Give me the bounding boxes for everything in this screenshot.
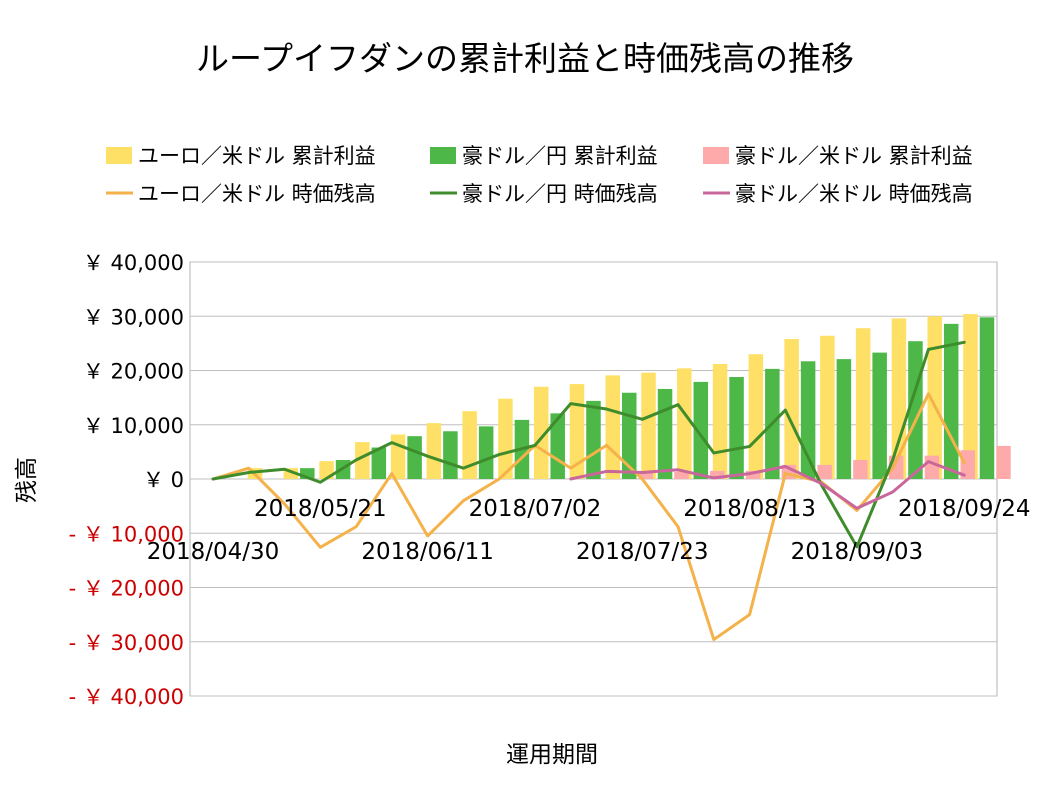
bar [300,468,315,479]
bar [641,372,656,479]
y-tick-label: ￥ 40,000 [83,251,184,275]
x-tick-label: 2018/05/21 [254,496,387,522]
bar [784,339,799,479]
bar [891,318,907,479]
bar [283,468,299,479]
bar [693,381,709,479]
bar [462,411,477,479]
x-axis-title: 運用期間 [506,742,598,768]
bar [855,328,871,479]
bar [355,442,370,479]
x-tick-label: 2018/09/24 [898,496,1031,522]
bar [443,431,458,479]
bar [836,359,852,479]
bar [960,450,975,479]
bar [674,471,689,479]
series-line [211,340,966,549]
bar [996,445,1011,479]
bar [638,472,653,479]
x-tick-label: 2018/09/03 [791,539,924,565]
y-axis-ticks: ￥ 40,000 ￥ 30,000 ￥ 20,000 ￥ 10,000 ￥ 0 - ￥ 1… [69,251,184,709]
bar [872,352,887,479]
bars [247,314,1011,479]
bar [745,470,761,479]
bar [478,426,494,479]
bar [748,354,764,479]
bar [569,384,585,479]
y-tick-label: - ￥ 30,000 [69,631,184,655]
bar [586,400,601,479]
bar [712,363,728,479]
legend-label: 豪ドル／米ドル 累計利益 [735,144,973,168]
legend: ユーロ／米ドル 累計利益 豪ドル／円 累計利益 豪ドル／米ドル 累計利益ユーロ／米ド… [106,144,973,206]
bar [963,314,978,479]
lines [211,340,966,642]
bar [533,386,549,479]
series-line [569,460,966,510]
y-axis-title: 残高 [14,457,40,503]
bar [498,398,513,479]
x-tick-label: 2018/07/23 [576,539,709,565]
legend-swatch [703,147,729,164]
bar [979,317,995,479]
bar [710,470,725,479]
bar [853,460,868,479]
legend-label: ユーロ／米ドル 時価残高 [138,182,376,206]
bar [820,335,835,479]
legend-label: 豪ドル／円 時価残高 [462,182,658,206]
bar [605,375,620,479]
y-tick-label: ￥ 0 [143,468,184,492]
y-tick-label: ￥ 10,000 [83,414,184,438]
y-tick-label: - ￥ 20,000 [69,577,184,601]
bar [371,447,387,479]
bar [426,423,442,479]
bar [927,316,942,479]
x-axis-ticks: 2018/04/30 2018/05/21 2018/06/11 2018/07/02… [147,496,1031,565]
legend-swatch [430,147,456,164]
y-tick-label: ￥ 20,000 [83,360,184,384]
legend-label: 豪ドル／円 累計利益 [462,144,658,168]
bar [390,434,406,479]
bar [817,464,832,479]
y-tick-label: ￥ 30,000 [83,305,184,329]
y-tick-label: - ￥ 10,000 [69,522,184,546]
x-tick-label: 2018/07/02 [469,496,602,522]
x-tick-label: 2018/04/30 [147,539,280,565]
bar [407,436,422,479]
bar [729,377,744,479]
legend-label: ユーロ／米ドル 累計利益 [138,144,376,168]
x-tick-label: 2018/06/11 [361,539,494,565]
y-tick-label: - ￥ 40,000 [69,685,184,709]
bar [943,323,959,479]
legend-swatch [106,147,132,164]
x-tick-label: 2018/08/13 [683,496,816,522]
bar [800,361,816,479]
legend-label: 豪ドル／米ドル 時価残高 [735,182,973,206]
bar [657,388,673,479]
bar [924,455,940,479]
chart-title: ループイフダンの累計利益と時価残高の推移 [196,39,854,78]
bar [677,368,692,479]
